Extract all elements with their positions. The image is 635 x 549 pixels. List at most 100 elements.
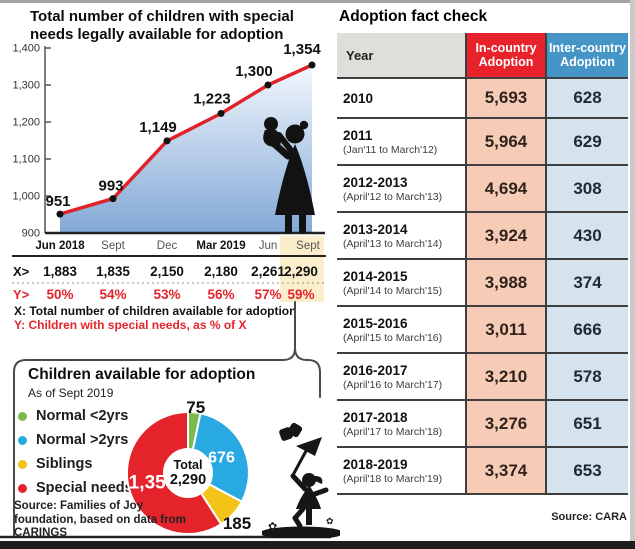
data-label: 993	[98, 178, 123, 195]
data-point	[109, 195, 117, 203]
y-axis-note: Y: Children with special needs, as % of …	[14, 318, 247, 332]
legend-item: Siblings	[18, 452, 133, 476]
table-row: 2011 (Jan'11 to March'12) 5,964 629	[337, 118, 628, 165]
x-tick-label: Mar 2019	[196, 240, 245, 252]
fact-check-title: Adoption fact check	[339, 8, 488, 25]
data-point	[56, 210, 64, 218]
in-country-cell: 3,011	[465, 306, 547, 353]
pie-title: Children available for adoption	[28, 366, 256, 383]
x-tick-label: Jun	[259, 240, 278, 252]
pie-slice-value: 75	[186, 398, 205, 417]
mother-and-baby-silhouette-icon	[263, 117, 315, 233]
inter-country-cell: 308	[546, 165, 628, 212]
pie-slice-value: 676	[208, 449, 235, 466]
legend-label: Special needs	[36, 480, 133, 496]
inter-country-cell: 653	[546, 447, 628, 494]
table-row: 2014-2015 (April'14 to March'15) 3,988 374	[337, 259, 628, 306]
in-country-cell: 4,694	[465, 165, 547, 212]
table-header-row: Year In-country Adoption Inter-country A…	[337, 33, 628, 78]
data-label: 1,354	[283, 41, 321, 58]
inter-country-column-header: Inter-country Adoption	[546, 33, 628, 78]
table-row: 2012-2013 (April'12 to March'13) 4,694 308	[337, 165, 628, 212]
period-value: (Jan'11 to March'12)	[343, 143, 438, 156]
data-point	[264, 81, 272, 89]
pie-center-value: 2,290	[170, 472, 206, 488]
x-row-value: 1,835	[96, 264, 130, 279]
year-value: 2011	[343, 127, 373, 143]
y-row-value: 54%	[99, 287, 126, 302]
year-cell: 2018-2019 (April'18 to March'19)	[337, 447, 466, 494]
year-cell: 2017-2018 (April'17 to March'18)	[337, 400, 466, 447]
pie-subtitle: As of Sept 2019	[28, 386, 114, 400]
legend-item: Normal <2yrs	[18, 404, 133, 428]
in-country-cell: 3,924	[465, 212, 547, 259]
y-row-value: 59%	[287, 287, 314, 302]
y-row-value: 53%	[153, 287, 180, 302]
year-value: 2010	[343, 90, 374, 106]
right-border	[630, 0, 635, 541]
x-tick-label: Sept	[296, 240, 320, 252]
inter-country-cell: 578	[546, 353, 628, 400]
pie-legend: Normal <2yrs Normal >2yrs Siblings Special …	[18, 404, 133, 500]
data-point	[308, 61, 316, 69]
year-cell: 2012-2013 (April'12 to March'13)	[337, 165, 466, 212]
table-row: 2013-2014 (April'13 to March'14) 3,924 430	[337, 212, 628, 259]
fact-check-table: Year In-country Adoption Inter-country A…	[337, 33, 628, 495]
inter-country-cell: 666	[546, 306, 628, 353]
period-value: (April'14 to March'15)	[343, 284, 443, 297]
area-fill	[60, 65, 312, 233]
inter-country-cell: 430	[546, 212, 628, 259]
table-row: 2016-2017 (April'16 to March'17) 3,210 578	[337, 353, 628, 400]
x-tick-label: Dec	[157, 240, 178, 252]
year-value: 2015-2016	[343, 315, 408, 331]
y-tick-label: 900	[22, 228, 40, 240]
flower-icon: ✿	[326, 516, 334, 526]
year-cell: 2015-2016 (April'15 to March'16)	[337, 306, 466, 353]
table-row: 2010 5,693 628	[337, 78, 628, 118]
period-value: (April'17 to March'18)	[343, 425, 443, 438]
top-border	[0, 0, 635, 3]
cara-source: Source: CARA	[551, 511, 627, 523]
year-cell: 2014-2015 (April'14 to March'15)	[337, 259, 466, 306]
year-value: 2017-2018	[343, 409, 408, 425]
donut-hole	[163, 448, 213, 498]
y-tick-label: 1,200	[12, 117, 40, 129]
legend-swatch-icon	[18, 483, 27, 493]
pie-source: Source: Families of Joy foundation, base…	[14, 500, 186, 540]
butterfly-icon	[279, 422, 303, 441]
inter-country-cell: 628	[546, 78, 628, 118]
period-value: (April'16 to March'17)	[343, 378, 443, 391]
inter-country-cell: 629	[546, 118, 628, 165]
x-row-value: 1,883	[43, 264, 77, 279]
table-row: 2015-2016 (April'15 to March'16) 3,011 666	[337, 306, 628, 353]
data-label: 1,300	[235, 63, 273, 80]
x-tick-label: Sept	[101, 240, 125, 252]
y-tick-label: 1,300	[12, 80, 40, 92]
y-tick-label: 1,400	[12, 43, 40, 55]
trend-line	[58, 63, 314, 216]
inter-country-cell: 374	[546, 259, 628, 306]
y-row-value: 57%	[254, 287, 281, 302]
year-cell: 2016-2017 (April'16 to March'17)	[337, 353, 466, 400]
in-country-cell: 5,693	[465, 78, 547, 118]
data-point	[163, 137, 171, 145]
year-cell: 2010	[337, 78, 466, 118]
year-value: 2014-2015	[343, 268, 408, 284]
pie-slice-value: 185	[223, 514, 251, 533]
data-label: 1,149	[139, 119, 177, 136]
fact-check-section: Adoption fact check Year In-country Adop…	[337, 6, 629, 523]
x-row-value: 2,180	[204, 264, 238, 279]
data-label: 951	[45, 193, 70, 210]
in-country-column-header: In-country Adoption	[465, 33, 547, 78]
legend-swatch-icon	[18, 459, 27, 469]
year-column-header: Year	[337, 33, 466, 78]
data-point	[217, 110, 225, 117]
legend-item: Normal >2yrs	[18, 428, 133, 452]
table-row: 2017-2018 (April'17 to March'18) 3,276 651	[337, 400, 628, 447]
girl-with-net-silhouette-icon: ✿ ✿	[262, 422, 340, 538]
highlight-column	[280, 236, 324, 302]
y-row-label: Y>	[13, 287, 30, 302]
footer-bar	[0, 541, 635, 549]
period-value: (April'15 to March'16)	[343, 331, 443, 344]
